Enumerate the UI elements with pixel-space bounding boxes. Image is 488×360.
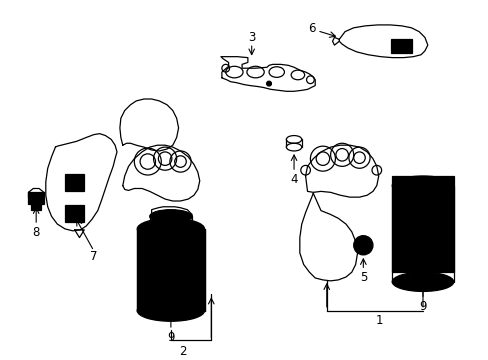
- Circle shape: [353, 236, 372, 255]
- Ellipse shape: [149, 210, 192, 223]
- Circle shape: [266, 81, 271, 86]
- Ellipse shape: [137, 218, 204, 239]
- Bar: [28, 192, 44, 204]
- Bar: [69, 209, 80, 218]
- Polygon shape: [28, 189, 44, 204]
- Polygon shape: [339, 25, 427, 58]
- Text: 9: 9: [418, 300, 426, 313]
- Bar: [65, 174, 84, 192]
- Polygon shape: [305, 145, 378, 197]
- Bar: [391, 176, 453, 272]
- Text: 4: 4: [290, 173, 297, 186]
- Bar: [31, 204, 41, 210]
- Text: 3: 3: [247, 31, 255, 44]
- Text: 1: 1: [375, 314, 383, 327]
- Text: 8: 8: [32, 226, 40, 239]
- Polygon shape: [145, 277, 194, 294]
- Bar: [137, 229, 204, 311]
- Ellipse shape: [391, 176, 453, 195]
- Text: 5: 5: [359, 270, 366, 284]
- Bar: [390, 39, 411, 53]
- Bar: [65, 205, 84, 222]
- Polygon shape: [151, 207, 192, 228]
- Ellipse shape: [391, 272, 453, 292]
- Text: 9: 9: [167, 331, 174, 344]
- Text: 7: 7: [90, 250, 98, 263]
- Polygon shape: [221, 57, 315, 91]
- Polygon shape: [122, 145, 199, 201]
- Text: 2: 2: [178, 345, 186, 357]
- Ellipse shape: [137, 300, 204, 321]
- Polygon shape: [120, 99, 178, 151]
- Polygon shape: [46, 134, 117, 231]
- Polygon shape: [299, 193, 357, 281]
- Text: 6: 6: [307, 22, 314, 35]
- Bar: [69, 178, 80, 188]
- Ellipse shape: [149, 270, 192, 284]
